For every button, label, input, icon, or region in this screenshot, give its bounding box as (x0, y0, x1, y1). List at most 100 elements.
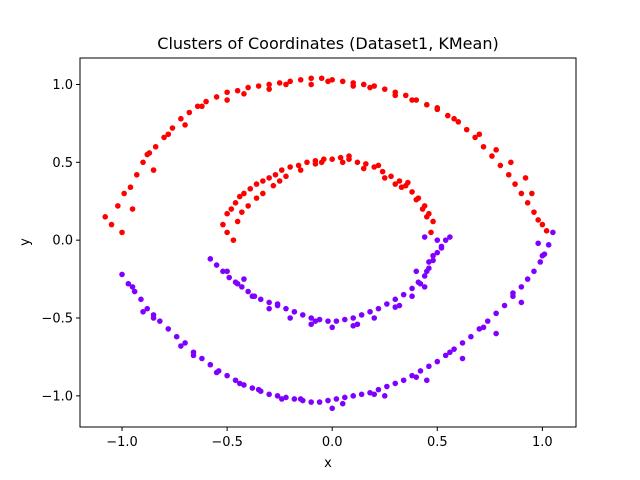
data-point-1-34 (392, 380, 399, 387)
data-point-0-94 (337, 154, 344, 161)
data-point-1-47 (501, 302, 508, 309)
data-point-0-46 (518, 190, 525, 197)
data-point-0-19 (255, 83, 262, 89)
data-point-1-40 (442, 352, 449, 359)
data-point-1-26 (325, 397, 331, 404)
data-point-1-89 (266, 299, 272, 306)
data-point-1-1 (125, 280, 132, 287)
data-point-1-66 (493, 330, 499, 337)
data-point-1-79 (535, 240, 541, 247)
data-point-1-114 (447, 234, 453, 240)
data-point-0-43 (497, 162, 504, 169)
data-point-1-121 (329, 324, 336, 331)
data-point-1-22 (291, 396, 298, 402)
y-axis-ticks: −1.0 −0.5 0.0 0.5 1.0 (41, 78, 80, 404)
data-point-0-69 (283, 81, 289, 88)
data-point-0-3 (121, 190, 127, 197)
data-point-1-30 (358, 391, 365, 398)
data-point-1-63 (381, 393, 388, 399)
data-point-0-122 (253, 195, 260, 201)
data-point-1-132 (312, 318, 319, 324)
data-point-0-99 (379, 168, 386, 175)
data-point-0-83 (253, 181, 260, 187)
data-point-0-9 (161, 134, 167, 141)
data-point-1-61 (297, 396, 304, 402)
data-point-0-129 (239, 209, 245, 215)
data-point-1-41 (451, 346, 457, 352)
data-point-0-127 (405, 179, 411, 186)
data-point-0-117 (381, 175, 388, 181)
x-tick-label: 0.0 (322, 435, 343, 450)
data-point-1-104 (392, 296, 399, 303)
data-point-1-25 (316, 399, 323, 405)
data-point-0-90 (304, 159, 310, 166)
data-point-1-68 (539, 252, 546, 259)
data-point-1-95 (316, 316, 323, 323)
data-point-1-44 (476, 326, 483, 332)
data-point-0-61 (434, 105, 441, 111)
data-point-0-118 (398, 184, 405, 191)
data-point-0-8 (152, 143, 159, 150)
data-point-0-0 (102, 214, 109, 220)
data-point-1-32 (375, 386, 382, 393)
data-point-0-34 (413, 97, 420, 103)
data-point-0-31 (381, 86, 388, 92)
data-point-1-4 (144, 305, 151, 312)
data-point-1-33 (384, 383, 390, 390)
data-point-1-39 (434, 358, 441, 365)
data-point-0-37 (445, 112, 451, 119)
data-point-0-30 (371, 83, 378, 89)
data-point-0-57 (266, 86, 272, 92)
data-point-0-21 (276, 80, 283, 86)
data-point-1-31 (367, 389, 373, 396)
data-point-1-60 (255, 386, 262, 393)
data-point-0-125 (346, 153, 352, 159)
data-point-0-103 (409, 189, 415, 195)
x-tick-label: 0.5 (427, 435, 448, 450)
data-point-0-86 (272, 171, 279, 178)
data-points (102, 75, 556, 412)
data-point-1-134 (396, 302, 403, 309)
data-point-1-3 (138, 296, 144, 303)
data-point-1-52 (537, 259, 544, 265)
data-point-0-13 (194, 103, 201, 110)
data-point-1-118 (266, 305, 272, 312)
data-point-1-2 (131, 288, 138, 295)
data-point-1-129 (434, 237, 441, 243)
y-tick-label: 1.0 (52, 78, 73, 93)
data-point-0-22 (287, 78, 293, 85)
data-point-0-87 (278, 167, 285, 173)
data-point-1-51 (531, 268, 537, 275)
data-point-0-113 (297, 167, 304, 173)
data-point-0-45 (512, 181, 518, 187)
data-point-1-93 (299, 312, 306, 318)
data-point-0-14 (203, 98, 209, 105)
x-tick-label: −1.0 (106, 435, 138, 450)
x-axis-label: x (324, 456, 332, 471)
data-point-0-29 (360, 81, 367, 88)
data-point-1-36 (409, 372, 415, 379)
data-point-1-24 (308, 399, 314, 405)
data-point-0-109 (234, 218, 241, 225)
data-point-0-51 (543, 228, 550, 234)
data-point-0-78 (228, 206, 235, 212)
data-point-1-75 (413, 374, 420, 380)
data-point-0-112 (276, 178, 283, 184)
data-point-1-125 (409, 293, 415, 300)
data-point-0-23 (297, 77, 304, 83)
plot-frame (79, 57, 577, 428)
data-point-0-27 (339, 78, 346, 85)
data-point-0-62 (476, 131, 483, 138)
data-point-1-111 (434, 249, 441, 256)
data-point-1-139 (426, 259, 432, 265)
data-point-0-115 (339, 159, 346, 166)
data-point-0-11 (178, 115, 184, 122)
data-point-1-19 (266, 391, 272, 398)
data-point-0-89 (295, 162, 302, 169)
data-point-1-108 (421, 273, 428, 279)
data-point-0-128 (428, 229, 434, 236)
data-point-0-130 (270, 182, 277, 189)
data-point-0-53 (129, 206, 136, 212)
data-point-1-58 (178, 343, 184, 349)
data-point-0-33 (402, 92, 409, 99)
